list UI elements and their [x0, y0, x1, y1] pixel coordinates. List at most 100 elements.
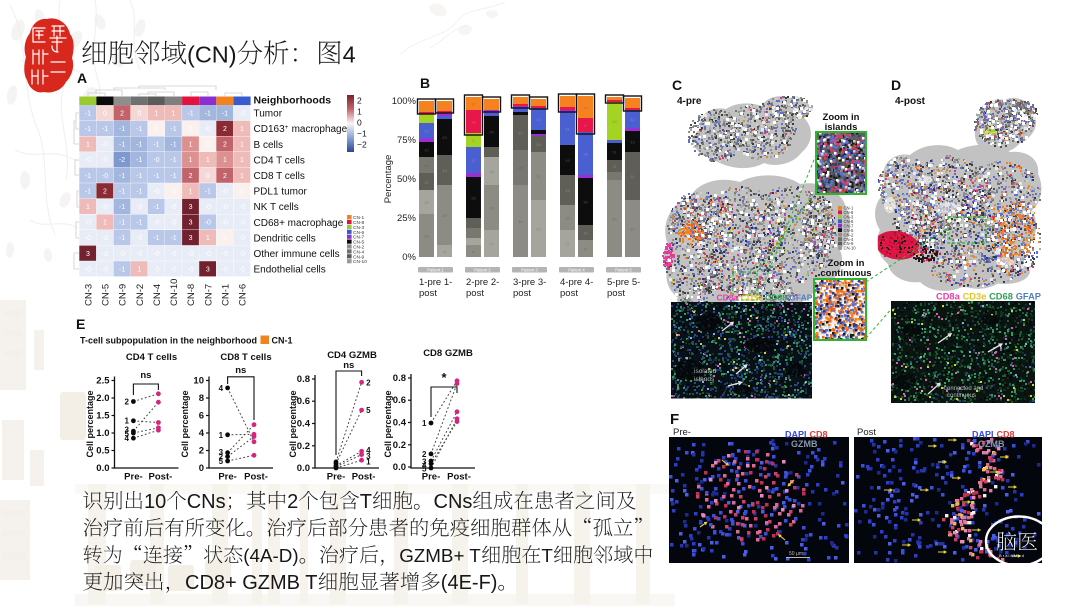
svg-text:CN-4: CN-4: [152, 284, 163, 306]
svg-text:1-pre 1-: 1-pre 1-: [419, 277, 452, 288]
svg-text:17: 17: [565, 241, 570, 246]
svg-text:-0: -0: [170, 266, 176, 273]
svg-text:-0: -0: [102, 142, 108, 149]
svg-text:Zoom in: Zoom in: [828, 258, 865, 269]
svg-text:-1: -1: [136, 188, 142, 195]
svg-text:19: 19: [565, 188, 570, 193]
svg-text:-1: -1: [170, 126, 176, 133]
svg-text:-0: -0: [222, 188, 228, 195]
svg-text:13: 13: [630, 139, 635, 144]
svg-text:50%: 50%: [397, 174, 417, 185]
svg-text:-1: -1: [119, 126, 125, 133]
svg-text:CN-1: CN-1: [844, 206, 854, 211]
svg-text:0: 0: [223, 235, 227, 242]
svg-text:CNs: CNs: [434, 491, 473, 513]
svg-text:8: 8: [443, 249, 446, 254]
svg-text:CN-6: CN-6: [353, 230, 365, 236]
svg-text:-1: -1: [153, 173, 159, 180]
svg-text:-0: -0: [239, 235, 245, 242]
svg-text:B r a i n M e d: B r a i n M e d: [999, 553, 1024, 558]
svg-text:-0: -0: [205, 204, 211, 211]
svg-text:-0: -0: [187, 251, 193, 258]
svg-text:D: D: [891, 77, 901, 93]
svg-text:F: F: [670, 411, 679, 428]
svg-text:CN-2: CN-2: [844, 232, 854, 237]
svg-text:Pre-: Pre-: [124, 472, 142, 483]
svg-text:-0: -0: [85, 220, 91, 227]
svg-text:1: 1: [240, 173, 244, 180]
svg-text:NK T cells: NK T cells: [254, 202, 299, 213]
svg-text:Post-: Post-: [244, 472, 268, 483]
svg-text:4: 4: [199, 428, 205, 439]
svg-text:-1: -1: [187, 110, 193, 117]
svg-text:0.6: 0.6: [297, 396, 310, 407]
svg-text:(CN): (CN): [187, 42, 237, 68]
svg-text:4: 4: [124, 434, 129, 443]
svg-text:10: 10: [424, 163, 429, 168]
svg-text:4-pre 4-: 4-pre 4-: [560, 277, 593, 288]
svg-text:6: 6: [199, 411, 204, 422]
svg-text:-1: -1: [119, 220, 125, 227]
svg-text:-0: -0: [136, 235, 142, 242]
svg-text:29: 29: [489, 205, 494, 210]
svg-text:30: 30: [583, 199, 588, 204]
svg-text:Post-: Post-: [447, 472, 471, 483]
svg-text:17: 17: [489, 241, 494, 246]
svg-text:CN-8: CN-8: [844, 210, 854, 215]
svg-text:CN-8: CN-8: [353, 220, 365, 226]
svg-text:-0: -0: [239, 204, 245, 211]
svg-text:-1: -1: [205, 110, 211, 117]
svg-text:2.0: 2.0: [96, 393, 109, 404]
svg-text:Cell percentage: Cell percentage: [180, 390, 190, 457]
svg-text:CN-5: CN-5: [844, 228, 854, 233]
svg-text:0: 0: [240, 188, 244, 195]
svg-text:CD8a: CD8a: [717, 293, 739, 303]
svg-text:-1: -1: [119, 142, 125, 149]
svg-text:1: 1: [240, 126, 244, 133]
svg-text:-1: -1: [85, 110, 91, 117]
svg-text:31: 31: [630, 174, 635, 179]
svg-text:-0: -0: [205, 220, 211, 227]
svg-text:22: 22: [518, 165, 523, 170]
svg-text:Pre-: Pre-: [673, 427, 691, 438]
svg-text:-1: -1: [136, 173, 142, 180]
svg-text:CD3e: CD3e: [741, 293, 763, 303]
svg-text:8: 8: [472, 249, 475, 254]
svg-text:CN-4: CN-4: [844, 237, 854, 242]
svg-text:-1: -1: [153, 142, 159, 149]
svg-text:CD8 T cells: CD8 T cells: [254, 171, 305, 182]
svg-text:CD8: CD8: [810, 430, 828, 440]
svg-text:-0: -0: [170, 251, 176, 258]
svg-text:post: post: [513, 288, 531, 299]
svg-text:4-post: 4-post: [895, 96, 926, 107]
svg-text:14: 14: [583, 105, 588, 110]
svg-text:Pre-: Pre-: [218, 472, 236, 483]
svg-text:CN-1: CN-1: [272, 336, 293, 346]
svg-text:9: 9: [584, 123, 587, 128]
svg-text:-0: -0: [102, 251, 108, 258]
svg-text:Post-: Post-: [352, 472, 376, 483]
svg-text:20: 20: [489, 129, 494, 134]
svg-text:9: 9: [472, 138, 475, 143]
svg-text:Other immune cells: Other immune cells: [254, 249, 340, 260]
svg-text:1: 1: [206, 235, 210, 242]
svg-text:CN-3: CN-3: [353, 225, 365, 231]
svg-text:CN-8: CN-8: [186, 284, 197, 306]
svg-text:islands: islands: [694, 376, 715, 383]
svg-text:CN-2: CN-2: [135, 284, 146, 306]
svg-text:46: 46: [518, 219, 523, 224]
svg-text:-1: -1: [170, 142, 176, 149]
svg-text:4: 4: [366, 446, 371, 455]
svg-text:-0: -0: [85, 266, 91, 273]
svg-text:0: 0: [137, 110, 141, 117]
svg-text:DAPI: DAPI: [785, 430, 807, 440]
svg-text:CD4 T cells: CD4 T cells: [126, 352, 177, 363]
svg-text:1: 1: [189, 188, 193, 195]
svg-text:Patient 5: Patient 5: [615, 268, 632, 273]
svg-text:5: 5: [124, 429, 129, 438]
svg-text:1: 1: [240, 142, 244, 149]
svg-text:-1: -1: [136, 157, 142, 164]
svg-text:0.4: 0.4: [297, 419, 311, 430]
svg-text:3: 3: [124, 426, 129, 435]
svg-text:0.8: 0.8: [393, 373, 406, 384]
